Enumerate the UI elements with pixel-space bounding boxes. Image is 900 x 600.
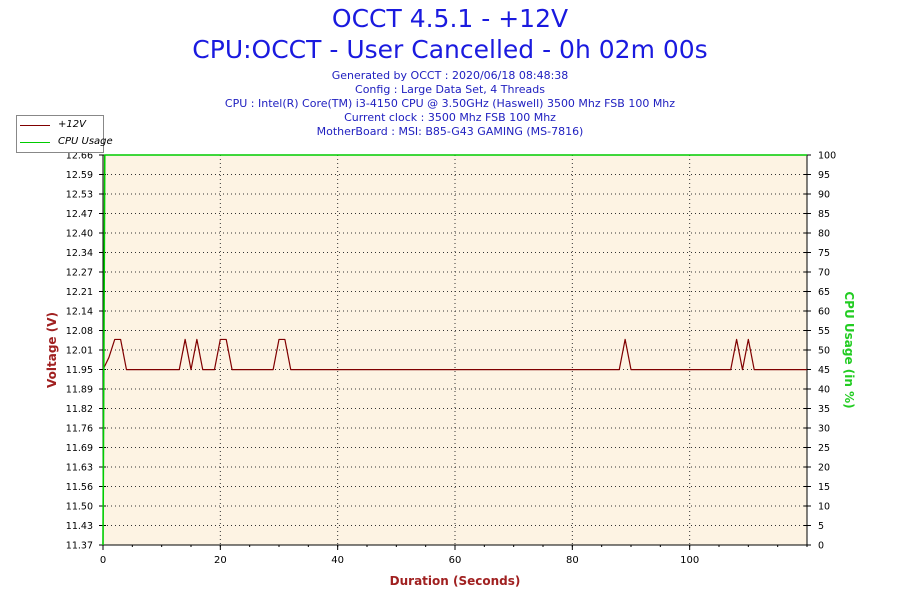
y-tick-label-right: 15	[818, 482, 830, 493]
info-motherboard: MotherBoard : MSI: B85-G43 GAMING (MS-78…	[316, 125, 584, 138]
y-tick-label-right: 5	[818, 521, 824, 532]
legend-item-voltage: +12V	[20, 118, 102, 132]
y-tick-label-right: 60	[818, 307, 830, 318]
series-line-cpu-usage	[102, 154, 807, 546]
y-tick-label-left: 12.66	[66, 151, 93, 162]
y-tick-label-left: 11.89	[66, 385, 93, 396]
y-tick-label-left: 11.63	[66, 463, 93, 474]
y-tick-label-right: 40	[818, 385, 830, 396]
y-tick-label-right: 95	[818, 170, 830, 181]
legend-label-voltage: +12V	[58, 119, 86, 130]
legend-item-cpu: CPU Usage	[20, 135, 113, 149]
chart-title: OCCT 4.5.1 - +12V	[331, 4, 569, 33]
y-tick-label-right: 50	[818, 346, 830, 357]
y-tick-label-left: 11.43	[66, 521, 93, 532]
y-tick-label-right: 100	[818, 151, 836, 162]
x-tick-label: 80	[566, 555, 579, 566]
y-tick-label-left: 11.82	[66, 404, 93, 415]
y-tick-label-right: 75	[818, 248, 830, 259]
y-tick-label-left: 12.59	[66, 170, 93, 181]
y-tick-label-left: 12.01	[66, 346, 93, 357]
info-config: Config : Large Data Set, 4 Threads	[355, 83, 545, 96]
y-tick-label-left: 11.50	[66, 502, 93, 513]
x-tick-label: 0	[100, 555, 106, 566]
y-tick-label-left: 12.53	[66, 190, 93, 201]
x-tick-label: 40	[331, 555, 344, 566]
x-tick-label: 60	[449, 555, 462, 566]
info-generated: Generated by OCCT : 2020/06/18 08:48:38	[331, 69, 569, 82]
y-tick-label-right: 30	[818, 424, 830, 435]
chart-subtitle: CPU:OCCT - User Cancelled - 0h 02m 00s	[192, 35, 708, 64]
y-tick-label-left: 11.69	[66, 443, 93, 454]
y-tick-label-right: 10	[818, 502, 830, 513]
x-axis-label: Duration (Seconds)	[390, 574, 521, 588]
y-tick-label-right: 90	[818, 190, 830, 201]
y-axis-label-left: Voltage (V)	[45, 312, 59, 388]
y-tick-label-left: 11.76	[66, 424, 93, 435]
legend-swatch-voltage	[20, 125, 50, 126]
chart-legend: +12V CPU Usage	[16, 115, 113, 153]
y-tick-label-left: 11.56	[66, 482, 93, 493]
y-tick-label-left: 11.37	[66, 541, 93, 552]
y-tick-label-right: 25	[818, 443, 830, 454]
y-tick-label-left: 12.08	[66, 326, 93, 337]
y-tick-label-right: 35	[818, 404, 830, 415]
y-tick-label-right: 85	[818, 209, 830, 220]
y-tick-label-left: 12.27	[66, 268, 93, 279]
y-tick-label-right: 0	[818, 541, 824, 552]
y-tick-label-right: 45	[818, 365, 830, 376]
legend-label-cpu: CPU Usage	[58, 136, 113, 147]
y-tick-label-right: 65	[818, 287, 830, 298]
y-tick-label-left: 12.34	[66, 248, 93, 259]
y-tick-label-left: 12.21	[66, 287, 93, 298]
y-tick-label-left: 12.40	[66, 229, 93, 240]
y-tick-label-right: 20	[818, 463, 830, 474]
x-tick-label: 100	[680, 555, 699, 566]
y-axis-label-right: CPU Usage (in %)	[842, 291, 856, 408]
y-tick-label-right: 70	[818, 268, 830, 279]
y-tick-label-right: 55	[818, 326, 830, 337]
x-tick-label: 20	[214, 555, 227, 566]
info-cpu: CPU : Intel(R) Core(TM) i3-4150 CPU @ 3.…	[224, 97, 676, 110]
y-tick-label-left: 11.95	[66, 365, 93, 376]
legend-swatch-cpu	[20, 142, 50, 143]
y-tick-label-left: 12.47	[66, 209, 93, 220]
y-tick-label-left: 12.14	[66, 307, 93, 318]
series-line-voltage	[102, 338, 807, 371]
info-clock: Current clock : 3500 Mhz FSB 100 Mhz	[344, 111, 556, 124]
y-tick-label-right: 80	[818, 229, 830, 240]
